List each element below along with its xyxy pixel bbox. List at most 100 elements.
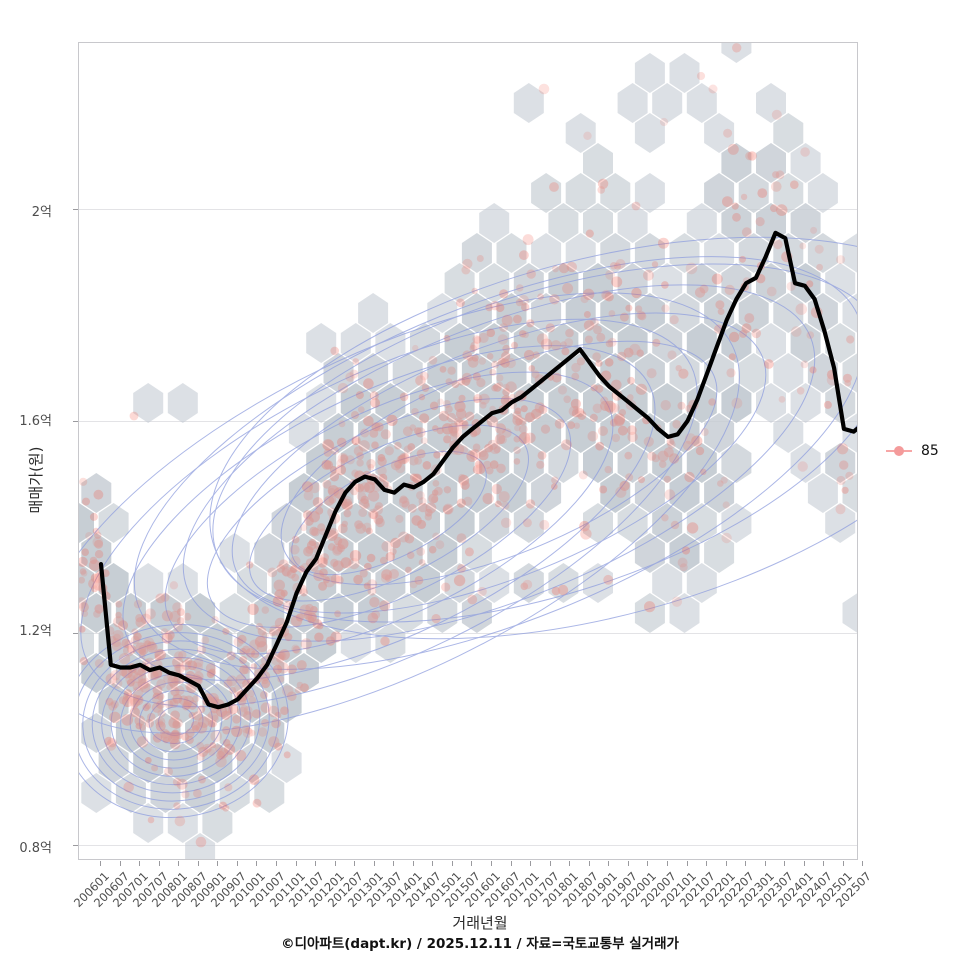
scatter-point <box>477 586 487 597</box>
scatter-point <box>600 396 609 405</box>
hex-bin <box>202 743 233 783</box>
scatter-point <box>435 540 445 550</box>
scatter-point <box>161 632 173 644</box>
scatter-point <box>728 353 736 361</box>
scatter-point <box>502 428 512 438</box>
scatter-point <box>604 465 612 474</box>
scatter-point <box>379 473 388 482</box>
scatter-point <box>156 700 165 709</box>
scatter-point <box>461 265 471 275</box>
scatter-point <box>374 502 384 511</box>
scatter-point <box>133 632 142 641</box>
hex-bin <box>669 53 700 93</box>
scatter-point <box>797 461 808 472</box>
scatter-point <box>110 670 121 681</box>
scatter-point <box>363 562 372 571</box>
scatter-point <box>172 693 183 704</box>
scatter-point <box>534 402 546 414</box>
scatter-point <box>105 673 117 685</box>
scatter-point <box>461 419 468 427</box>
scatter-point <box>319 568 328 577</box>
scatter-point <box>395 463 406 474</box>
scatter-point <box>592 352 601 361</box>
scatter-point <box>303 610 313 620</box>
scatter-point <box>351 435 361 445</box>
scatter-point <box>135 617 147 628</box>
footer-credit: ©디아파트(dapt.kr) / 2025.12.11 / 자료=국토교통부 실… <box>281 936 679 952</box>
scatter-point <box>92 575 100 583</box>
scatter-point <box>105 697 114 706</box>
scatter-point <box>226 651 236 661</box>
scatter-point <box>330 346 339 356</box>
hex-bin <box>479 443 510 483</box>
scatter-point <box>322 479 332 489</box>
scatter-point <box>323 448 332 457</box>
scatter-point <box>317 557 328 568</box>
x-tick-mark <box>842 861 844 866</box>
scatter-point <box>412 344 419 352</box>
scatter-point <box>151 693 163 705</box>
scatter-point <box>615 486 627 498</box>
scatter-point <box>411 515 422 526</box>
scatter-point <box>155 716 166 728</box>
hex-bin <box>340 503 371 543</box>
scatter-point <box>791 326 802 337</box>
scatter-point <box>487 439 498 450</box>
scatter-point <box>210 697 219 705</box>
hex-bin <box>634 53 665 93</box>
scatter-point <box>155 721 166 732</box>
scatter-point <box>498 435 507 445</box>
scatter-point <box>434 486 443 496</box>
scatter-point <box>537 451 547 460</box>
scatter-point <box>369 428 379 438</box>
hex-bin <box>115 653 146 693</box>
hex-bin <box>600 173 631 213</box>
scatter-point <box>94 659 104 668</box>
scatter-point <box>568 405 580 417</box>
scatter-point <box>233 637 244 647</box>
scatter-point <box>500 358 510 368</box>
hex-bin <box>185 833 216 859</box>
scatter-point <box>136 736 149 748</box>
scatter-point <box>191 720 201 731</box>
scatter-point <box>147 712 156 722</box>
scatter-point <box>171 729 180 738</box>
hex-bin <box>306 323 337 363</box>
scatter-point <box>407 443 416 451</box>
scatter-point <box>267 567 278 578</box>
scatter-point <box>176 608 185 617</box>
scatter-point <box>458 394 466 402</box>
scatter-point <box>93 489 104 500</box>
hex-bin <box>669 533 700 573</box>
scatter-point <box>414 427 422 435</box>
scatter-point <box>309 482 321 494</box>
scatter-point <box>458 473 466 481</box>
scatter-point <box>624 451 633 460</box>
scatter-point <box>216 751 226 760</box>
scatter-point <box>151 702 163 713</box>
scatter-point <box>519 330 527 338</box>
scatter-point <box>800 360 809 369</box>
hex-bin <box>842 473 857 513</box>
scatter-point <box>334 610 341 618</box>
scatter-point <box>328 528 339 539</box>
scatter-point <box>623 347 634 358</box>
scatter-point <box>371 441 379 450</box>
scatter-point <box>409 580 418 589</box>
scatter-point <box>837 443 849 455</box>
scatter-point <box>135 722 143 730</box>
scatter-point <box>502 388 511 397</box>
scatter-point <box>123 692 132 701</box>
hex-bin <box>617 83 648 123</box>
density-contour <box>82 640 270 802</box>
scatter-point <box>740 193 748 201</box>
scatter-point <box>432 489 439 496</box>
scatter-point <box>610 403 620 413</box>
hex-bin <box>358 593 389 633</box>
scatter-point <box>256 641 268 653</box>
scatter-point <box>196 752 205 761</box>
scatter-point <box>695 446 705 456</box>
hex-bin <box>634 233 665 273</box>
scatter-point <box>229 686 237 694</box>
scatter-point <box>394 441 402 450</box>
